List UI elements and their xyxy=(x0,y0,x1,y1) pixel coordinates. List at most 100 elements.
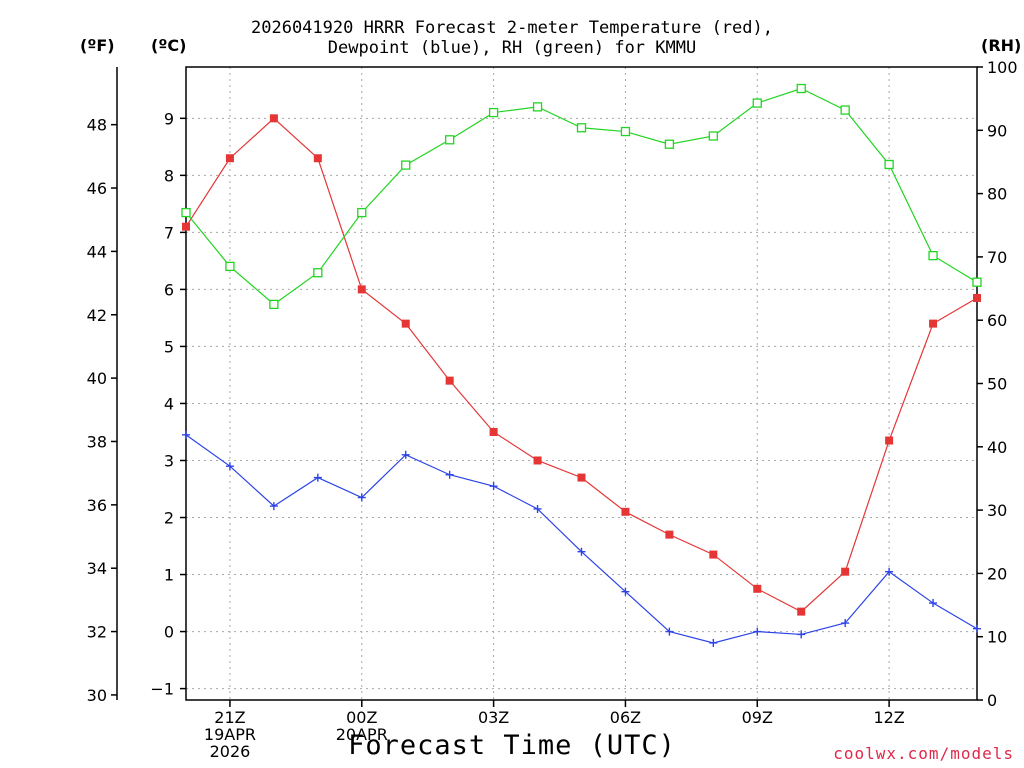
fahrenheit-tick-label: 30 xyxy=(87,686,107,705)
temperature-point xyxy=(225,154,234,163)
dewpoint-point xyxy=(445,470,454,479)
dewpoint-point xyxy=(225,462,234,471)
x-tick-label: 00Z xyxy=(346,708,377,727)
rh-point xyxy=(972,277,982,287)
rh-tick-label: 50 xyxy=(987,375,1007,394)
fahrenheit-tick-label: 48 xyxy=(87,116,107,135)
fahrenheit-tick-label: 44 xyxy=(87,242,107,261)
x-tick-label: 2026 xyxy=(210,742,251,761)
fahrenheit-tick-label: 40 xyxy=(87,369,107,388)
rh-tick-label: 100 xyxy=(987,58,1018,77)
rh-unit-label: (RH) xyxy=(981,36,1022,55)
dewpoint-point xyxy=(182,430,190,439)
x-tick-label: 20APR xyxy=(336,725,388,744)
rh-tick-label: 70 xyxy=(987,248,1007,267)
fahrenheit-tick-label: 32 xyxy=(87,623,107,642)
dewpoint-point xyxy=(753,627,762,636)
rh-tick-label: 40 xyxy=(987,438,1007,457)
dewpoint-point xyxy=(357,493,366,502)
dewpoint-point xyxy=(797,630,806,639)
dewpoint-point xyxy=(269,502,278,511)
dewpoint-point xyxy=(709,638,718,647)
rh-tick-label: 60 xyxy=(987,311,1007,330)
rh-point xyxy=(752,98,762,108)
temperature-point xyxy=(885,436,894,445)
dewpoint-point xyxy=(489,482,498,491)
dewpoint-point xyxy=(665,627,674,636)
dewpoint-point xyxy=(885,567,894,576)
temperature-point xyxy=(401,319,410,328)
dewpoint-point xyxy=(621,587,630,596)
x-tick-label: 21Z xyxy=(214,708,245,727)
rh-point xyxy=(708,131,718,141)
rh-point xyxy=(928,250,938,261)
x-tick-label: 12Z xyxy=(873,708,904,727)
temperature-point xyxy=(929,319,938,328)
temperature-point xyxy=(445,376,454,385)
dewpoint-point xyxy=(533,504,542,513)
dewpoint-point xyxy=(929,599,938,608)
chart-title-line2: Dewpoint (blue), RH (green) for KMMU xyxy=(327,38,697,58)
celsius-tick-label: 4 xyxy=(164,394,174,413)
rh-point xyxy=(796,83,806,94)
rh-point xyxy=(225,261,235,272)
rh-point xyxy=(532,102,543,112)
celsius-tick-label: 6 xyxy=(164,280,174,299)
rh-point xyxy=(620,126,631,137)
rh-series-line xyxy=(185,87,978,306)
celsius-tick-label: 1 xyxy=(164,566,174,585)
rh-point xyxy=(445,135,455,145)
dewpoint-series-line xyxy=(185,434,978,644)
celsius-tick-label: 8 xyxy=(164,166,174,185)
x-tick-label: 03Z xyxy=(478,708,509,727)
x-tick-label: 19APR xyxy=(204,725,256,744)
temperature-series-line xyxy=(185,117,978,613)
rh-point xyxy=(313,268,323,278)
fahrenheit-tick-label: 36 xyxy=(87,496,107,515)
temperature-point xyxy=(973,293,981,302)
x-tick-label: 09Z xyxy=(742,708,773,727)
chart-title-line1: 2026041920 HRRR Forecast 2-meter Tempera… xyxy=(251,18,773,38)
temperature-point xyxy=(621,507,630,516)
source-credit: coolwx.com/models xyxy=(833,744,1014,763)
rh-point xyxy=(401,160,411,170)
temperature-point xyxy=(533,456,542,465)
rh-point xyxy=(488,107,499,118)
fahrenheit-tick-label: 42 xyxy=(87,306,107,325)
celsius-tick-label: 7 xyxy=(164,223,174,242)
temperature-point xyxy=(709,550,718,559)
rh-tick-label: 10 xyxy=(987,628,1007,647)
temperature-point xyxy=(577,473,586,482)
dewpoint-point xyxy=(313,473,322,482)
rh-tick-label: 80 xyxy=(987,185,1007,204)
rh-point xyxy=(181,207,191,218)
dewpoint-point xyxy=(841,619,850,628)
rh-tick-label: 30 xyxy=(987,501,1007,520)
temperature-point xyxy=(269,114,278,123)
temperature-point xyxy=(313,154,322,163)
temperature-point xyxy=(797,607,806,616)
rh-point xyxy=(269,299,279,310)
temperature-point xyxy=(489,427,498,436)
fahrenheit-unit-label: (ºF) xyxy=(80,36,115,55)
fahrenheit-tick-label: 46 xyxy=(87,179,107,198)
temperature-point xyxy=(182,222,190,231)
celsius-tick-label: −1 xyxy=(150,680,174,699)
celsius-unit-label: (ºC) xyxy=(151,36,187,55)
x-axis-title: Forecast Time (UTC) xyxy=(348,730,676,761)
fahrenheit-tick-label: 38 xyxy=(87,432,107,451)
celsius-tick-label: 3 xyxy=(164,451,174,470)
fahrenheit-tick-label: 34 xyxy=(87,559,107,578)
dewpoint-point xyxy=(401,450,410,459)
dewpoint-point xyxy=(973,624,981,633)
dewpoint-point xyxy=(577,547,586,556)
celsius-tick-label: 5 xyxy=(164,337,174,356)
temperature-point xyxy=(665,530,674,539)
celsius-tick-label: 9 xyxy=(164,109,174,128)
temperature-point xyxy=(841,567,850,576)
temperature-point xyxy=(753,584,762,593)
rh-point xyxy=(664,139,675,149)
rh-point xyxy=(357,207,367,218)
rh-point xyxy=(840,105,850,115)
